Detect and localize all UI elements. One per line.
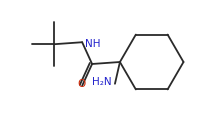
Text: H₂N: H₂N (92, 77, 112, 87)
Text: O: O (77, 79, 85, 89)
Text: NH: NH (85, 39, 101, 49)
